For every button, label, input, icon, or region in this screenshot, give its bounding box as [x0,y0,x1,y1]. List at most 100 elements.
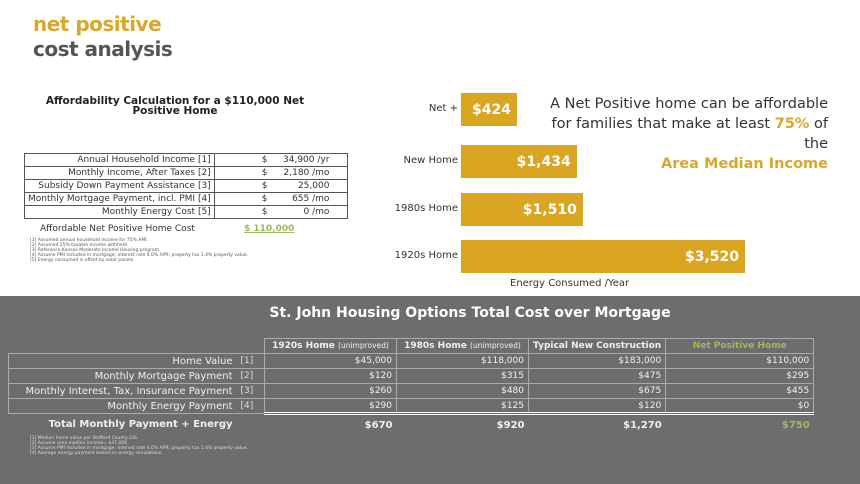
column-note: (unimproved) [470,341,521,350]
cell: $475 [527,368,667,384]
currency: $ [261,194,268,204]
quote-percent: 75% [774,116,810,132]
options-title: St. John Housing Options Total Cost over… [269,305,671,321]
category-label: New Home [403,155,458,166]
calc-value: $25,000 [213,179,348,193]
row-ref: [1] [236,353,265,369]
footnote: [2] Assume area median income= $47,000 [30,441,128,446]
calc-row: Monthly Energy Cost [5] $0 /mo [24,205,348,219]
cell: $0 [665,398,815,414]
cell: $120 [264,368,397,384]
footnote: [1] Assumed annual household income for … [30,238,149,243]
footnote: [2] Assumed 25% taxable income withheld. [30,243,129,248]
total-cell: $1,270 [528,412,666,436]
calc-title: Affordability Calculation for a $110,000… [45,95,305,117]
column-header: Net Positive Home [665,338,815,354]
amount: 655 /mo [292,194,330,204]
table-row: Home Value [1] $45,000 $118,000 $183,000 $110… [8,353,815,369]
footnote: [4] Average energy payment based on ener… [30,451,163,456]
cell: $120 [527,398,667,414]
cell: $315 [396,368,529,384]
column-name: Typical New Construction [533,341,662,351]
table-row: Monthly Interest, Tax, Insurance Payment… [8,383,815,399]
column-note: (unimproved) [338,341,389,350]
column-header: 1980s Home (unimproved) [396,338,529,354]
footnote: [4] Assume PMI Included in mortgage; int… [30,253,249,258]
total-cell: $920 [396,412,529,436]
result-label: Affordable Net Positive Home Cost [40,224,195,234]
table-row: Monthly Mortgage Payment [2] $120 $315 $475 $… [8,368,815,384]
affordability-quote: A Net Positive home can be affordable fo… [528,94,828,174]
amount: 34,900 /yr [283,155,330,165]
cell: $110,000 [665,353,815,369]
category-label: 1980s Home [394,203,458,214]
cell: $290 [264,398,397,414]
category-label: Net + [428,103,458,114]
bar: $1,434 [461,145,577,178]
footnote: [5] Energy consumed is offset by solar p… [30,258,135,263]
chart-xlabel: Energy Consumed /Year [510,278,630,289]
calc-row: Monthly Income, After Taxes [2] $2,180 /m… [24,166,348,180]
calc-value: $2,180 /mo [213,166,348,180]
header-row: 1920s Home (unimproved) 1980s Home (unimp… [9,338,815,354]
total-cell: $750 [665,412,814,436]
column-name: 1920s Home [272,341,335,351]
category-label: 1920s Home [394,250,458,261]
calc-label: Annual Household Income [1] [24,153,215,167]
quote-text-2: of the [804,116,828,152]
cell: $45,000 [264,353,397,369]
calc-value: $34,900 /yr [213,153,348,167]
calc-value: $0 /mo [213,205,348,219]
calc-label: Monthly Mortgage Payment, incl. PMI [4] [24,192,215,206]
calc-label: Subsidy Down Payment Assistance [3] [24,179,215,193]
footnote: [3] Assume PMI Included in mortgage; int… [30,446,249,451]
row-label: Monthly Interest, Tax, Insurance Payment [8,383,237,399]
table-row: Monthly Energy Payment [4] $290 $125 $120 $0 [8,398,815,414]
amount: 25,000 [297,181,330,191]
calc-footnotes: [1] Assumed annual household income for … [30,238,248,263]
options-table: 1920s Home (unimproved) 1980s Home (unimp… [8,338,815,436]
currency: $ [261,168,268,178]
title-line-2: cost analysis [33,37,173,61]
bar: $424 [461,93,517,126]
column-name: 1980s Home [404,341,467,351]
row-label: Monthly Mortgage Payment [8,368,237,384]
result-value: $ 110,000 [244,224,295,234]
cell: $183,000 [527,353,667,369]
total-cell: $670 [264,412,397,436]
cell: $125 [396,398,529,414]
row-label: Monthly Energy Payment [8,398,237,414]
cell: $118,000 [396,353,529,369]
calc-label: Monthly Energy Cost [5] [24,205,215,219]
quote-ami: Area Median Income [660,156,828,172]
currency: $ [261,207,268,217]
cell: $455 [665,383,815,399]
row-ref: [4] [236,398,265,414]
calc-row: Subsidy Down Payment Assistance [3] $25,0… [24,179,348,193]
calc-value: $655 /mo [213,192,348,206]
column-name: Net Positive Home [692,341,787,351]
amount: 2,180 /mo [283,168,330,178]
row-label: Home Value [8,353,237,369]
calc-label: Monthly Income, After Taxes [2] [24,166,215,180]
bar: $3,520 [461,240,745,273]
currency: $ [261,181,268,191]
cell: $480 [396,383,529,399]
cell: $295 [665,368,815,384]
row-ref: [3] [236,383,265,399]
cell: $675 [527,383,667,399]
bar: $1,510 [461,193,583,226]
quote-text: A Net Positive home can be affordable fo… [550,96,828,132]
row-ref: [2] [236,368,265,384]
currency: $ [261,155,268,165]
calc-row: Annual Household Income [1] $34,900 /yr [24,153,348,167]
cell: $260 [264,383,397,399]
total-row: Total Monthly Payment + Energy $670 $920 $1… [9,412,814,436]
affordability-table: Annual Household Income [1] $34,900 /yr Mo… [24,153,348,219]
footnote: [3] Reference Kansas Moderate Income Hou… [30,248,161,253]
options-footnotes: [1] Median home value per Stafford Count… [30,436,248,456]
total-label: Total Monthly Payment + Energy [48,419,233,431]
column-header: 1920s Home (unimproved) [264,338,397,354]
calc-row: Monthly Mortgage Payment, incl. PMI [4] $… [24,192,348,206]
title-line-1: net positive [33,12,162,36]
